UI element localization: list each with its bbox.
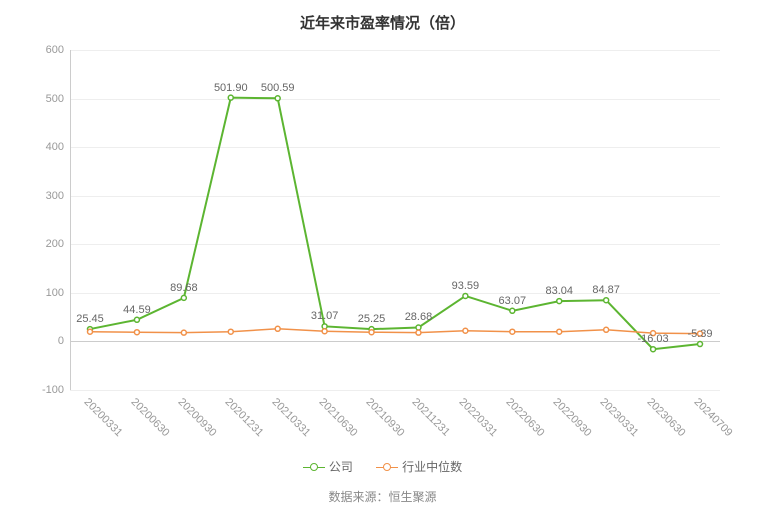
series-marker — [134, 317, 139, 322]
legend: 公司 行业中位数 — [0, 458, 765, 475]
x-tick-label: 20200630 — [128, 396, 171, 439]
series-marker — [88, 329, 93, 334]
series-marker — [698, 342, 703, 347]
data-point-label: 83.04 — [545, 285, 573, 297]
y-tick-label: 400 — [24, 141, 64, 153]
series-marker — [322, 329, 327, 334]
series-marker — [651, 347, 656, 352]
x-tick-label: 20201231 — [222, 396, 265, 439]
data-point-label: 31.07 — [311, 310, 339, 322]
data-point-label: 93.59 — [452, 280, 480, 292]
x-tick-label: 20220630 — [504, 396, 547, 439]
series-marker — [463, 293, 468, 298]
x-tick-label: 20220930 — [551, 396, 594, 439]
y-tick-label: 100 — [24, 287, 64, 299]
series-marker — [181, 330, 186, 335]
legend-item-median: 行业中位数 — [376, 458, 462, 475]
legend-label-median: 行业中位数 — [402, 458, 462, 475]
data-point-label: 501.90 — [214, 82, 248, 94]
series-marker — [228, 329, 233, 334]
x-tick-label: 20210331 — [269, 396, 312, 439]
data-point-label: 25.25 — [358, 313, 386, 325]
data-point-label: -16.03 — [637, 333, 668, 345]
series-marker — [275, 96, 280, 101]
data-point-label: 63.07 — [499, 295, 527, 307]
series-marker — [275, 326, 280, 331]
data-point-label: 28.68 — [405, 311, 433, 323]
legend-marker-company — [303, 462, 325, 472]
series-marker — [228, 95, 233, 100]
x-tick-label: 20220331 — [457, 396, 500, 439]
x-tick-label: 20230630 — [645, 396, 688, 439]
series-marker — [369, 330, 374, 335]
series-marker — [604, 327, 609, 332]
series-marker — [416, 325, 421, 330]
series-line — [90, 98, 700, 350]
x-tick-label: 20200930 — [175, 396, 218, 439]
series-marker — [557, 299, 562, 304]
x-tick-label: 20230331 — [598, 396, 641, 439]
x-tick-label: 20210930 — [363, 396, 406, 439]
legend-marker-median — [376, 462, 398, 472]
data-point-label: 25.45 — [76, 313, 104, 325]
series-marker — [181, 295, 186, 300]
series-marker — [510, 308, 515, 313]
data-point-label: 89.68 — [170, 282, 198, 294]
x-tick-label: 20210630 — [316, 396, 359, 439]
legend-label-company: 公司 — [329, 458, 353, 475]
chart-lines — [70, 50, 720, 390]
source-text: 数据来源：恒生聚源 — [0, 488, 765, 505]
data-point-label: 500.59 — [261, 82, 295, 94]
y-tick-label: 0 — [24, 335, 64, 347]
chart-plot-area: -1000100200300400500600 2020033120200630… — [70, 50, 720, 390]
y-tick-label: -100 — [24, 384, 64, 396]
data-point-label: 84.87 — [592, 284, 620, 296]
y-tick-label: 300 — [24, 190, 64, 202]
x-tick-label: 20211231 — [410, 396, 453, 439]
y-tick-label: 200 — [24, 238, 64, 250]
series-marker — [134, 330, 139, 335]
legend-item-company: 公司 — [303, 458, 353, 475]
y-tick-label: 500 — [24, 93, 64, 105]
series-marker — [510, 329, 515, 334]
series-marker — [557, 329, 562, 334]
chart-title: 近年来市盈率情况（倍） — [0, 0, 765, 33]
data-point-label: -5.39 — [687, 328, 712, 340]
series-marker — [463, 328, 468, 333]
data-point-label: 44.59 — [123, 304, 151, 316]
grid-line — [70, 390, 720, 391]
series-marker — [604, 298, 609, 303]
series-marker — [416, 330, 421, 335]
y-tick-label: 600 — [24, 44, 64, 56]
x-tick-label: 20240709 — [692, 396, 735, 439]
x-tick-label: 20200331 — [82, 396, 125, 439]
